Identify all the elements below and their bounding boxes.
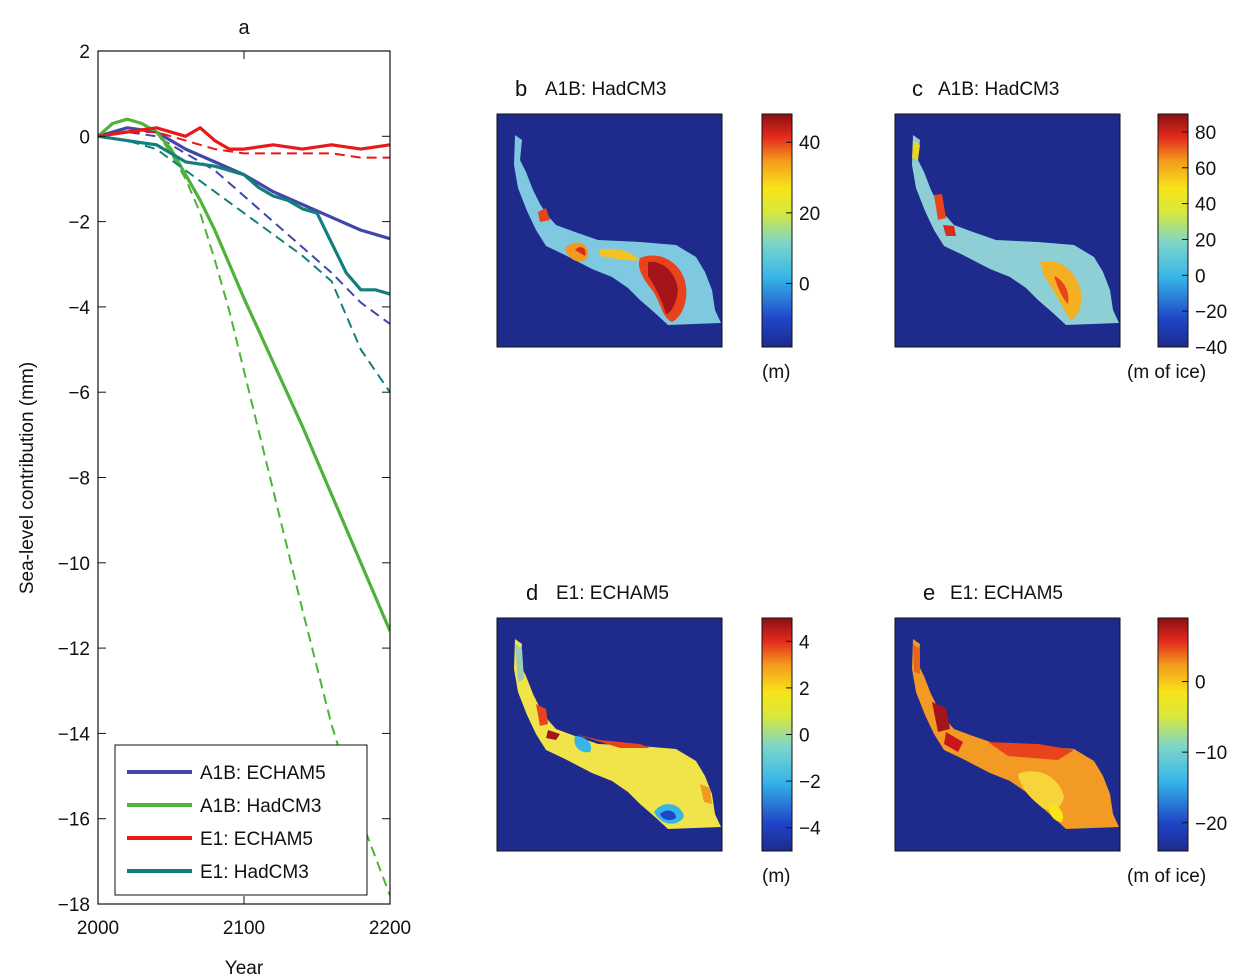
panel-b-unit: (m) (762, 362, 790, 383)
panel-a-x-axis-label: Year (225, 958, 264, 976)
panel-d-unit: (m) (762, 866, 790, 887)
colorbar-tick-label: 4 (799, 632, 810, 653)
y-tick-label: −16 (58, 810, 90, 831)
panel-a-plot-area (98, 117, 390, 896)
series-line-e1-echam5-dashed (98, 131, 390, 159)
y-tick-label: −10 (58, 554, 90, 575)
panel-c: c A1B: HadCM3 80 60 40 20 0 −20 −40 (m of ice) (894, 76, 1227, 383)
panel-e-colorbar-ticks: 0 −10 −20 (1182, 673, 1227, 835)
x-tick-label: 2100 (223, 918, 265, 939)
panel-c-colorbar (1157, 113, 1189, 348)
legend-label: E1: HadCM3 (200, 862, 309, 883)
colorbar-tick-label: 2 (799, 679, 810, 700)
colorbar-tick-label: 20 (1195, 230, 1216, 251)
panel-a-y-ticks: 2 0 −2 −4 −6 −8 −10 −12 −14 −16 −18 (58, 42, 390, 916)
panel-e-title: E1: ECHAM5 (950, 583, 1063, 604)
colorbar-tick-label: 40 (799, 133, 820, 154)
panel-c-title: A1B: HadCM3 (938, 79, 1059, 100)
colorbar-tick-label: −20 (1195, 814, 1227, 835)
panel-c-peninsula-map (912, 135, 1119, 325)
y-tick-label: −2 (68, 213, 90, 234)
panel-e-letter: e (923, 580, 935, 605)
y-tick-label: −8 (68, 469, 90, 490)
legend-label: A1B: ECHAM5 (200, 763, 326, 784)
panel-a-title: a (238, 17, 250, 39)
panel-d-letter: d (526, 580, 538, 605)
panel-d-peninsula-map (514, 639, 721, 829)
panel-b-title: A1B: HadCM3 (545, 79, 666, 100)
y-tick-label: −14 (58, 724, 91, 745)
panel-e-colorbar (1157, 617, 1189, 852)
colorbar-tick-label: 60 (1195, 159, 1216, 180)
colorbar-tick-label: 0 (799, 726, 810, 747)
y-tick-label: 0 (79, 127, 90, 148)
colorbar-tick-label: −4 (799, 819, 821, 840)
legend-label: E1: ECHAM5 (200, 829, 313, 850)
panel-c-letter: c (912, 76, 923, 101)
panel-b-peninsula-map (514, 135, 721, 325)
y-tick-label: −12 (58, 639, 90, 660)
y-tick-label: −6 (68, 383, 90, 404)
x-tick-label: 2200 (369, 918, 411, 939)
colorbar-tick-label: 0 (1195, 266, 1206, 287)
series-line-a1b-echam5-solid (98, 126, 390, 241)
panel-b-colorbar-ticks: 40 20 0 (786, 133, 820, 295)
panel-b-colorbar (761, 113, 793, 348)
panel-a-y-axis-label: Sea-level contribution (mm) (17, 362, 38, 594)
colorbar-tick-label: 20 (799, 204, 820, 225)
series-line-e1-echam5-solid (98, 126, 390, 151)
y-tick-label: 2 (79, 42, 90, 63)
series-line-e1-hadcm3-solid (98, 134, 390, 296)
series-line-a1b-hadcm3-dashed (98, 118, 390, 896)
colorbar-tick-label: −40 (1195, 338, 1227, 359)
legend-label: A1B: HadCM3 (200, 796, 321, 817)
series-line-a1b-echam5-dashed (98, 131, 390, 325)
panel-d-colorbar-ticks: 4 2 0 −2 −4 (786, 632, 821, 840)
panel-b-letter: b (515, 76, 527, 101)
panel-c-unit: (m of ice) (1127, 362, 1206, 383)
colorbar-tick-label: −20 (1195, 302, 1227, 323)
panel-e-unit: (m of ice) (1127, 866, 1206, 887)
panel-b: b A1B: HadCM3 40 20 0 (m) (496, 76, 820, 383)
y-tick-label: −4 (68, 298, 90, 319)
panel-d-title: E1: ECHAM5 (556, 583, 669, 604)
panel-a-legend: A1B: ECHAM5 A1B: HadCM3 E1: ECHAM5 E1: HadC… (114, 744, 368, 896)
colorbar-tick-label: 0 (799, 274, 810, 295)
panel-e-peninsula-map (912, 639, 1119, 829)
y-tick-label: −18 (58, 895, 90, 916)
panel-a: a 2 0 −2 −4 −6 −8 −10 −12 −14 −16 −18 2000 2100 2200… (17, 17, 411, 976)
panel-c-colorbar-ticks: 80 60 40 20 0 −20 −40 (1182, 123, 1227, 359)
colorbar-tick-label: 40 (1195, 195, 1216, 216)
panel-d: d E1: ECHAM5 4 2 0 −2 −4 (m) (496, 580, 821, 887)
panel-e: e E1: ECHAM5 0 −10 −20 (m of ice) (894, 580, 1227, 887)
series-line-a1b-hadcm3-solid (98, 117, 390, 632)
colorbar-tick-label: 80 (1195, 123, 1216, 144)
colorbar-tick-label: 0 (1195, 673, 1206, 694)
colorbar-tick-label: −2 (799, 772, 821, 793)
x-tick-label: 2000 (77, 918, 119, 939)
colorbar-tick-label: −10 (1195, 743, 1227, 764)
panel-a-x-ticks: 2000 2100 2200 (77, 51, 411, 939)
series-line-e1-hadcm3-dashed (98, 135, 390, 393)
